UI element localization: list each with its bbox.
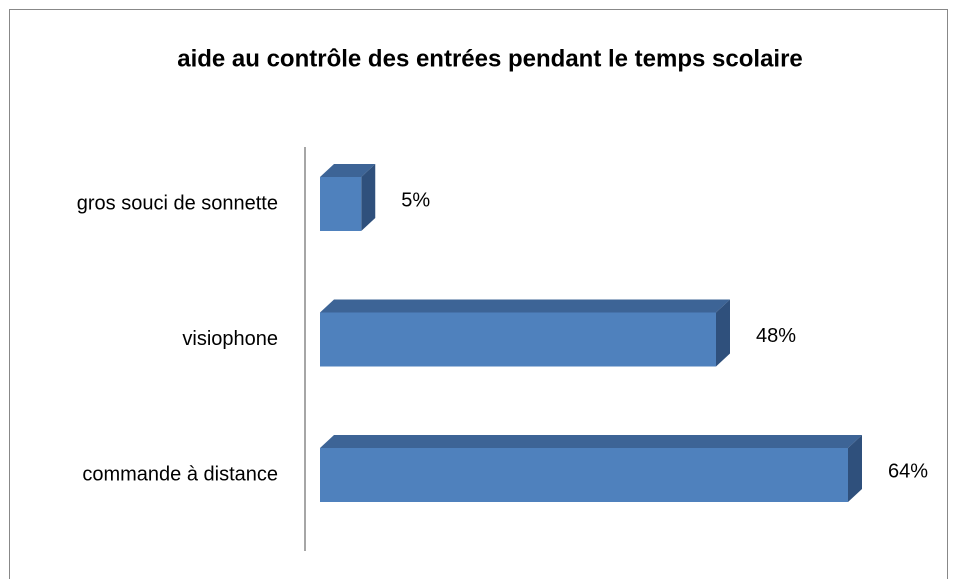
data-label: 48% (756, 325, 796, 347)
bar-front (320, 312, 716, 367)
chart-title: aide au contrôle des entrées pendant le … (177, 45, 803, 72)
data-label: 5% (401, 189, 430, 211)
bar-side (361, 164, 376, 231)
bar-side (848, 435, 862, 502)
bar-top (320, 164, 376, 177)
bar-front (320, 448, 848, 502)
data-label: 64% (888, 460, 928, 482)
bar-side (716, 299, 730, 367)
y-tick-label: gros souci de sonnette (77, 192, 278, 214)
bar-top (320, 435, 862, 448)
bar (320, 299, 730, 367)
y-tick-label: commande à distance (82, 463, 278, 485)
bar (320, 164, 376, 231)
bar (320, 435, 862, 502)
y-tick-label: visiophone (182, 328, 278, 350)
bar-top (320, 299, 730, 313)
bar-front (320, 177, 362, 231)
